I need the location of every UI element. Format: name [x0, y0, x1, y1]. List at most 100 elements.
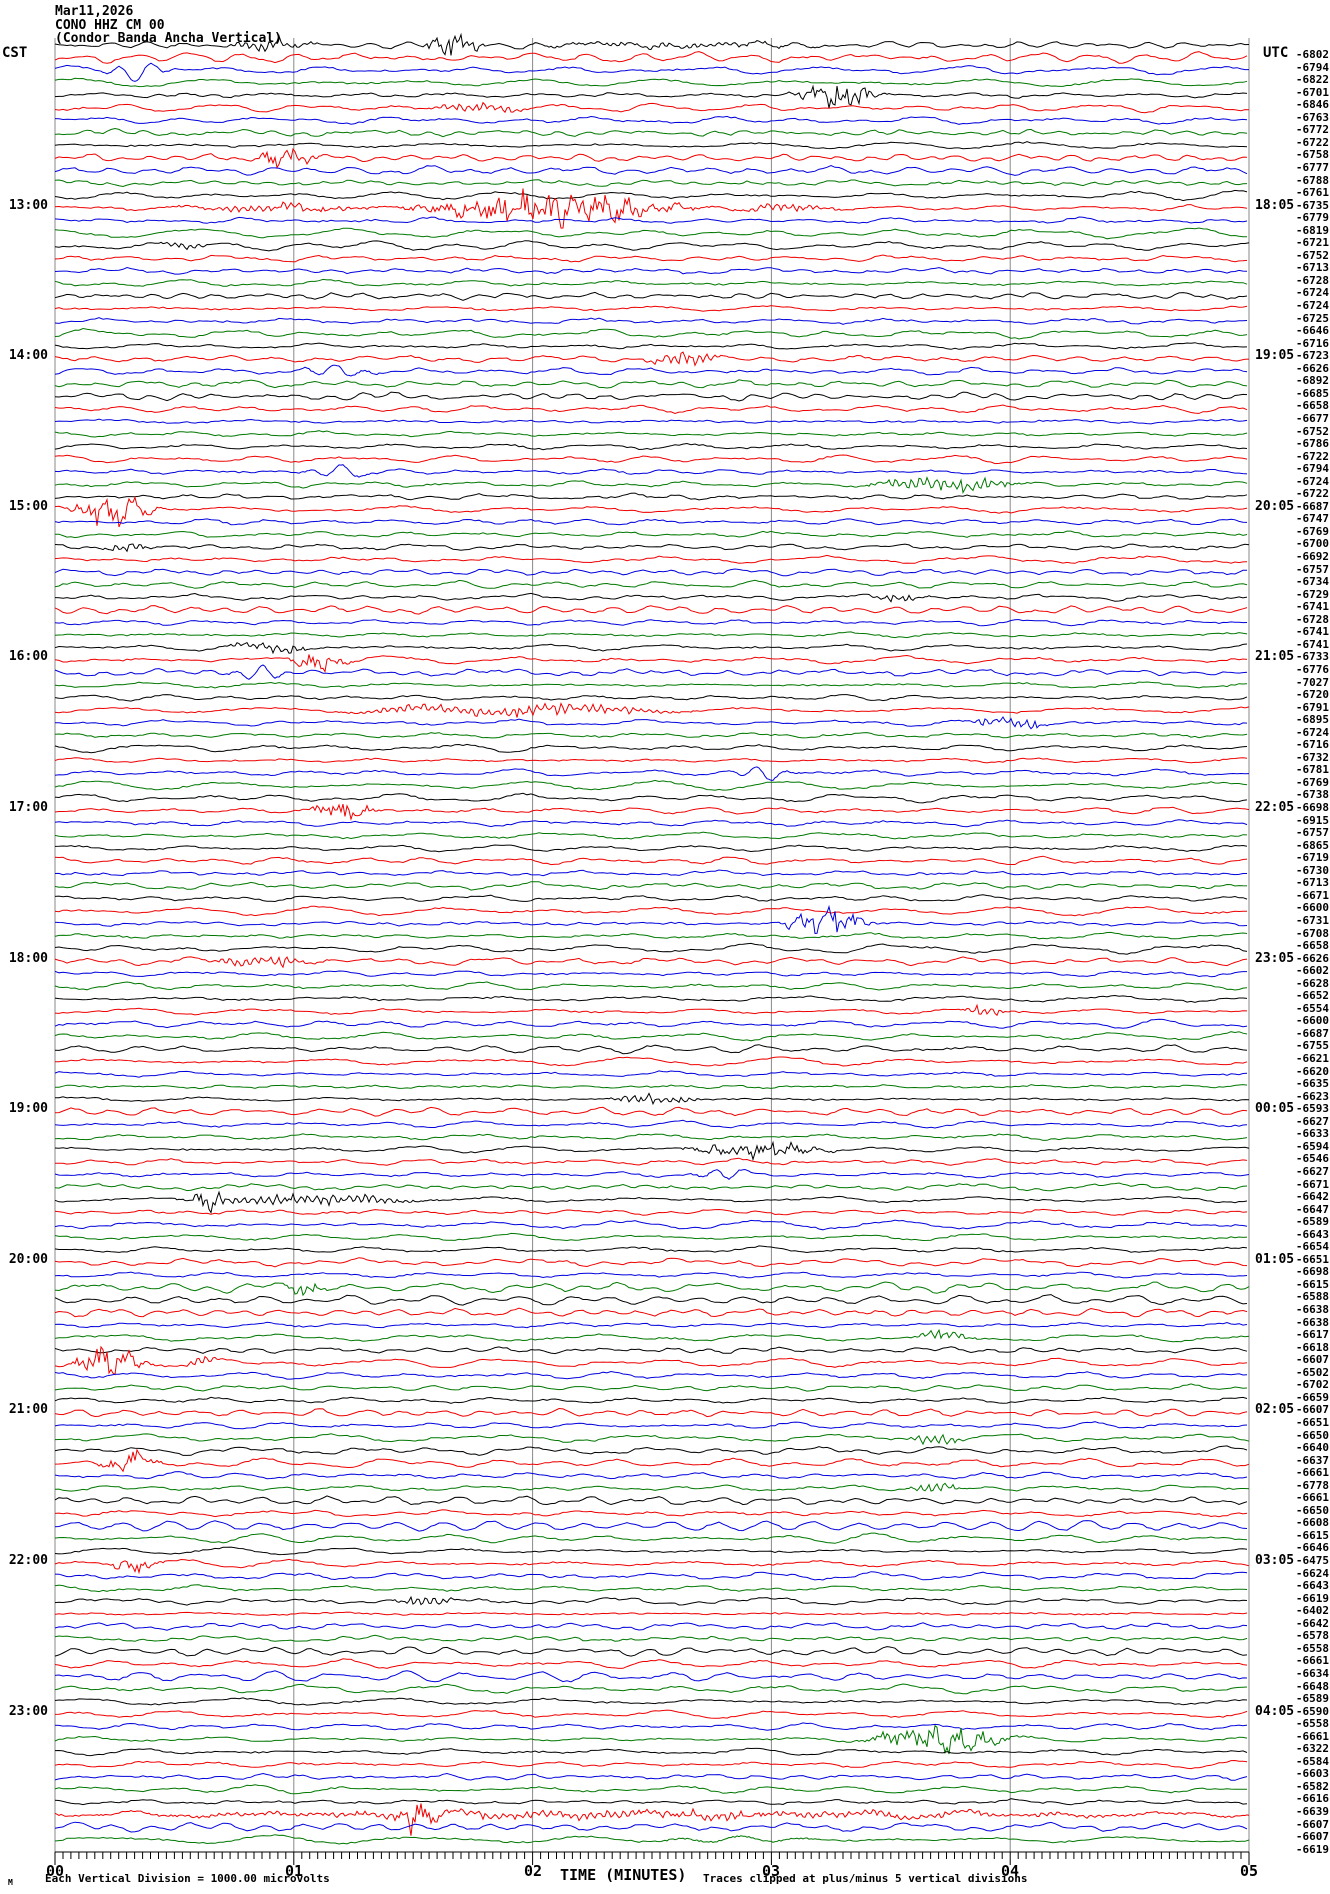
- trace-row: [54, 1190, 1248, 1214]
- trace-row: [54, 1056, 1248, 1067]
- trace-row: [54, 216, 1248, 224]
- trace-offset-value: -6639: [1295, 1805, 1329, 1818]
- trace-row: [54, 779, 1248, 791]
- trace-offset-value: -6554: [1295, 1002, 1329, 1015]
- trace-row: [54, 1646, 1248, 1657]
- trace-offset-value: -6617: [1295, 1328, 1329, 1341]
- trace-row: [54, 1003, 1248, 1017]
- trace-row: [54, 1031, 1248, 1042]
- hour-label-utc: 01:05: [1255, 1252, 1295, 1267]
- trace-offset-value: -6720: [1295, 688, 1329, 701]
- trace-offset-value: -6752: [1295, 425, 1329, 438]
- trace-offset-value: -6593: [1295, 1102, 1329, 1115]
- trace-offset-value: -6741: [1295, 638, 1329, 651]
- hour-label-utc: 02:05: [1255, 1402, 1295, 1417]
- trace-offset-value: -6794: [1295, 61, 1329, 74]
- trace-row: [54, 702, 1250, 718]
- trace-offset-value: -6671: [1295, 1178, 1329, 1191]
- trace-offset-value: -6724: [1295, 726, 1329, 739]
- trace-offset-value: -6633: [1295, 1127, 1329, 1140]
- trace-offset-value: -6618: [1295, 1341, 1329, 1354]
- trace-offset-value: -6724: [1295, 286, 1329, 299]
- trace-row: [54, 62, 1249, 82]
- trace-row: [54, 543, 1250, 553]
- trace-row: [54, 1219, 1248, 1231]
- x-axis-tick-label: 04: [1000, 1862, 1020, 1880]
- trace-row: [54, 1407, 1248, 1418]
- trace-offset-value: -6600: [1295, 1014, 1329, 1027]
- trace-offset-value: -6741: [1295, 600, 1329, 613]
- trace-row: [54, 77, 1248, 88]
- trace-row: [54, 115, 1248, 125]
- trace-offset-value: -6616: [1295, 1792, 1329, 1805]
- trace-row: [54, 931, 1248, 940]
- x-axis-tick-label: 01: [284, 1862, 304, 1880]
- trace-row: [54, 681, 1248, 689]
- trace-row: [54, 942, 1248, 955]
- trace-offset-value: -6322: [1295, 1742, 1329, 1755]
- trace-offset-value: -6735: [1295, 199, 1329, 212]
- trace-row: [54, 981, 1248, 991]
- trace-row: [54, 631, 1248, 639]
- trace-offset-value: -6615: [1295, 1278, 1329, 1291]
- trace-offset-value: -6643: [1295, 1228, 1329, 1241]
- trace-row: [54, 1546, 1248, 1556]
- trace-row: [54, 757, 1248, 764]
- trace-row: [54, 1747, 1248, 1757]
- trace-row: [54, 855, 1248, 866]
- trace-offset-value: -6658: [1295, 939, 1329, 952]
- trace-row: [54, 1345, 1248, 1376]
- trace-offset-value: -6627: [1295, 1165, 1329, 1178]
- trace-offset-value: -6769: [1295, 776, 1329, 789]
- trace-row: [54, 1070, 1248, 1078]
- trace-row: [54, 568, 1248, 577]
- trace-offset-value: -6594: [1295, 1140, 1329, 1153]
- trace-offset-value: -6763: [1295, 111, 1329, 124]
- trace-offset-value: -6761: [1295, 186, 1329, 199]
- timezone-label-cst: CST: [2, 45, 28, 61]
- trace-row: [54, 1724, 1248, 1755]
- trace-row: [54, 1532, 1248, 1544]
- hour-label-utc: 04:05: [1255, 1704, 1295, 1719]
- trace-row: [54, 1294, 1248, 1306]
- trace-row: [54, 305, 1248, 312]
- hour-label-cst: 20:00: [8, 1252, 48, 1267]
- trace-row: [54, 1245, 1248, 1254]
- trace-row: [54, 1044, 1248, 1055]
- hour-label-cst: 13:00: [8, 198, 48, 213]
- trace-offset-value: -6607: [1295, 1403, 1329, 1416]
- header-station: CONO HHZ CM 00: [55, 18, 165, 33]
- trace-offset-value: -6791: [1295, 701, 1329, 714]
- trace-offset-value: -6647: [1295, 1203, 1329, 1216]
- trace-row: [54, 404, 1248, 415]
- trace-row: [54, 1383, 1248, 1392]
- trace-row: [54, 1271, 1248, 1279]
- trace-offset-value: -6661: [1295, 1654, 1329, 1667]
- trace-offset-value: -6747: [1295, 512, 1329, 525]
- trace-row: [54, 391, 1248, 402]
- trace-row: [54, 904, 1248, 935]
- header-date: Mar11,2026: [55, 4, 134, 19]
- trace-row: [54, 1232, 1248, 1242]
- trace-offset-value: -6626: [1295, 952, 1329, 965]
- trace-row: [54, 1722, 1248, 1731]
- trace-row: [54, 1257, 1248, 1268]
- trace-row: [54, 364, 1248, 377]
- trace-row: [55, 1092, 1250, 1106]
- trace-offset-value: -6628: [1295, 977, 1329, 990]
- trace-row: [54, 654, 1248, 674]
- x-axis: [54, 1851, 1250, 1865]
- trace-offset-value: -6620: [1295, 1065, 1329, 1078]
- trace-offset-value: -6772: [1295, 123, 1329, 136]
- trace-offset-value: -6769: [1295, 525, 1329, 538]
- trace-row: [54, 1421, 1248, 1430]
- trace-row: [54, 641, 1248, 655]
- x-axis-tick-label: 05: [1239, 1862, 1259, 1880]
- trace-offset-value: -6635: [1295, 1077, 1329, 1090]
- trace-offset-value: -6402: [1295, 1604, 1329, 1617]
- trace-row: [54, 464, 1248, 478]
- trace-offset-value: -6648: [1295, 1680, 1329, 1693]
- trace-row: [54, 1558, 1250, 1575]
- hour-label-cst: 15:00: [8, 499, 48, 514]
- trace-offset-value: -6584: [1295, 1755, 1329, 1768]
